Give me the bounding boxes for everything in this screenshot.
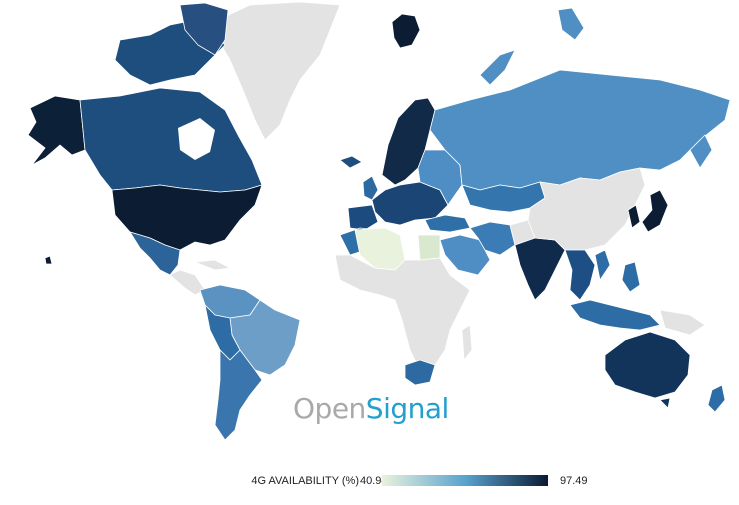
legend: 4G AVAILABILITY (%) 40.94 97.49 [0,470,739,492]
region-russia-kamchatka[interactable] [689,134,713,169]
region-china[interactable] [527,167,646,251]
region-philippines[interactable] [621,261,641,293]
opensignal-logo: OpenSignal [293,392,449,425]
legend-min-value: 40.94 [360,475,388,487]
region-korea[interactable] [627,204,641,229]
region-russia[interactable] [429,69,731,191]
region-hawaii[interactable] [44,255,53,265]
region-africa-rest[interactable] [334,254,471,371]
region-vietnam[interactable] [594,249,611,281]
region-india[interactable] [514,237,566,301]
logo-part-open: Open [293,392,366,425]
legend-max-value: 97.49 [560,475,588,487]
region-central-america[interactable] [169,269,206,296]
hudson-bay [178,118,215,160]
region-south-africa[interactable] [404,359,436,386]
region-tasmania[interactable] [659,397,671,409]
region-saudi-arabia[interactable] [439,234,491,276]
region-greenland[interactable] [217,1,341,141]
region-iberia[interactable] [347,204,379,231]
legend-color-scale [382,475,548,486]
legend-title: 4G AVAILABILITY (%) [251,475,359,487]
logo-part-signal: Signal [365,392,450,425]
region-argentina-chile[interactable] [214,349,263,441]
region-indonesia[interactable] [569,299,661,331]
region-uk[interactable] [362,175,379,201]
region-southeast-asia[interactable] [564,249,596,301]
region-egypt[interactable] [417,234,441,261]
region-new-zealand[interactable] [707,384,726,413]
region-canada-baffin[interactable] [179,2,229,56]
region-papua[interactable] [659,309,706,336]
region-iran[interactable] [469,221,516,256]
region-alaska[interactable] [27,95,86,166]
region-caribbean[interactable] [194,259,231,271]
region-madagascar[interactable] [461,324,473,361]
region-japan[interactable] [641,189,669,233]
region-severnaya[interactable] [557,7,585,41]
region-usa[interactable] [111,184,263,251]
region-canada[interactable] [79,87,263,193]
region-svalbard[interactable] [391,13,421,49]
region-australia[interactable] [604,331,691,399]
region-western-europe[interactable] [371,181,449,226]
region-mexico[interactable] [129,231,181,276]
region-novaya-zemlya[interactable] [479,49,516,86]
region-iceland[interactable] [339,155,363,169]
